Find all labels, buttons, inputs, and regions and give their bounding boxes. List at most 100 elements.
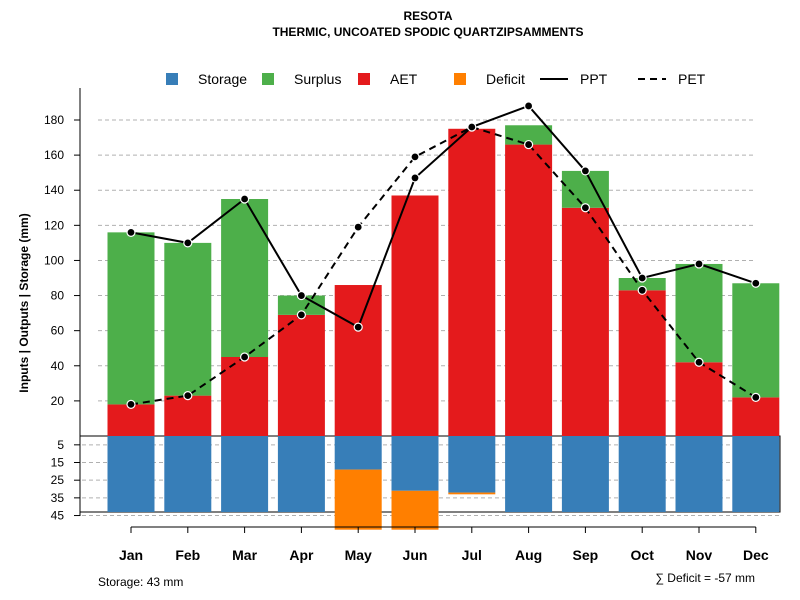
pet-point [126,399,136,409]
legend-swatch-deficit [454,73,466,85]
y-tick-label: 45 [51,509,65,523]
ppt-point [580,166,591,176]
ppt-point [694,259,704,269]
surplus-bar [675,263,723,363]
ppt-line [130,104,757,329]
storage-bar [561,436,609,512]
x-tick-label: Dec [743,547,769,563]
aet-bar [675,362,723,436]
storage-bar [164,436,212,512]
bars [107,125,780,530]
storage-bar [675,436,723,512]
x-tick-label: Sep [573,547,599,563]
y-tick-label: 5 [57,438,64,452]
storage-bar [732,436,780,512]
storage-bar [391,436,439,491]
ppt-point [637,273,647,283]
legend-label-storage: Storage [198,71,247,87]
x-tick-label: Feb [175,547,200,563]
x-tick-label: Mar [232,547,257,563]
aet-bar [561,207,609,436]
y-tick-label: 120 [44,218,64,232]
legend-label-pet: PET [678,71,706,87]
pet-line [130,125,757,406]
aet-bar [732,397,780,436]
legend-swatch-aet [358,73,370,85]
surplus-bar [505,125,553,145]
pet-point [353,222,363,232]
x-tick-label: Jan [119,547,143,563]
storage-bar [277,436,325,512]
y-tick-label: 40 [51,359,65,373]
y-tick-label: 20 [51,394,65,408]
axes: 20 40 60 80 100 120 140 160 180 5 15 25 35 45 Jan Feb Ma… [44,88,769,563]
storage-bar [107,436,155,512]
y-tick-label: 100 [44,253,64,267]
x-tick-label: Apr [289,547,314,563]
aet-bar [505,144,553,437]
y-tick-label: 25 [51,473,65,487]
pet-point [523,139,534,150]
ppt-point [183,238,193,248]
storage-bar [505,436,553,512]
pet-point [183,391,193,401]
lines [126,101,761,409]
pet-point [410,152,420,162]
y-tick-label: 35 [51,491,65,505]
deficit-bar [448,492,496,495]
pet-point [637,285,647,295]
x-tick-label: Jun [403,547,428,563]
storage-bar [221,436,269,512]
legend-label-ppt: PPT [580,71,608,87]
x-tick-label: Aug [515,547,542,563]
y-tick-label: 140 [44,183,64,197]
aet-bar [334,285,382,436]
storage-note: Storage: 43 mm [98,575,183,589]
y-tick-label: 15 [51,456,65,470]
pet-point [751,392,761,402]
ppt-point [353,322,363,332]
legend-label-deficit: Deficit [486,71,525,87]
y-tick-label: 160 [44,148,64,162]
storage-bar [448,436,496,493]
x-tick-label: Oct [631,547,655,563]
legend-swatch-storage [166,73,178,85]
pet-point [580,203,591,213]
aet-bar [448,128,496,436]
legend: Storage Surplus AET Deficit PPT PET [166,71,706,87]
y-axis-label: Inputs | Outputs | Storage (mm) [17,213,31,392]
ppt-point [126,227,136,237]
ppt-point [240,194,250,204]
aet-bar [277,314,325,436]
surplus-bar [107,232,155,405]
deficit-bar [391,490,439,530]
chart-subtitle: THERMIC, UNCOATED SPODIC QUARTZIPSAMMENT… [272,25,583,39]
ppt-point [467,122,477,132]
surplus-bar [221,199,269,357]
ppt-point [296,290,306,301]
surplus-bar [618,278,666,291]
surplus-bar [277,295,325,315]
ppt-point [523,101,534,111]
deficit-bar [334,469,382,530]
x-tick-label: May [345,547,372,563]
aet-bar [164,395,212,436]
y-tick-label: 80 [51,289,65,303]
y-tick-label: 60 [51,324,65,338]
chart-title: RESOTA [403,9,452,23]
x-tick-label: Nov [686,547,713,563]
storage-bar [334,436,382,470]
x-tick-label: Jul [462,547,482,563]
ppt-point [410,173,420,183]
pet-point [296,310,306,320]
legend-label-aet: AET [390,71,418,87]
aet-bar [221,357,269,436]
aet-bar [618,290,666,436]
legend-label-surplus: Surplus [294,71,341,87]
aet-bar [107,404,155,436]
y-tick-label: 180 [44,113,64,127]
aet-bar [391,195,439,436]
surplus-bar [732,283,780,398]
legend-swatch-surplus [262,73,274,85]
